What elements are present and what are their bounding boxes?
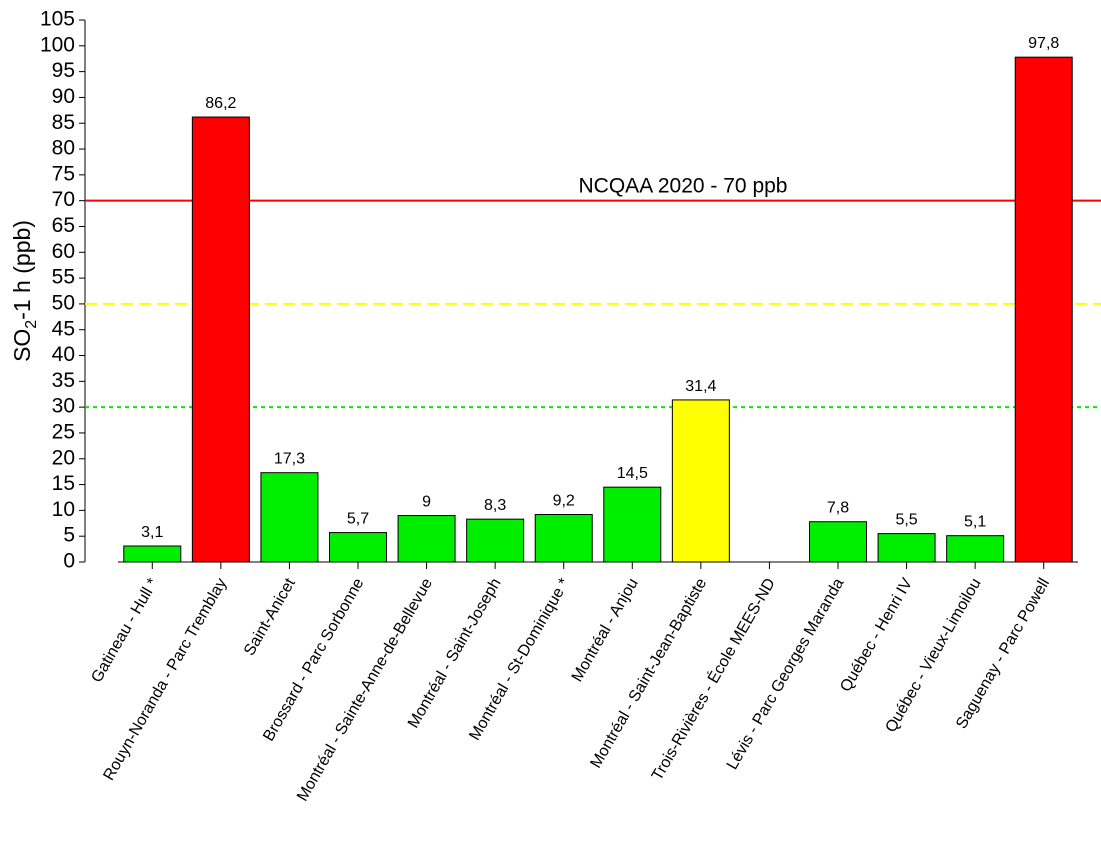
y-label-main: SO <box>9 329 35 362</box>
bar <box>397 515 456 563</box>
reference-label: NCQAA 2020 - 70 ppb <box>579 175 788 198</box>
y-tick-label: 75 <box>52 162 75 185</box>
value-label: 5,1 <box>964 514 986 531</box>
value-label: 31,4 <box>685 378 716 395</box>
bar <box>1014 56 1073 563</box>
bar <box>466 518 525 563</box>
y-tick-label: 25 <box>52 420 75 443</box>
y-tick-label: 5 <box>63 524 75 547</box>
value-label: 97,8 <box>1028 35 1059 52</box>
y-tick-label: 55 <box>52 266 75 289</box>
y-tick-label: 20 <box>52 446 75 469</box>
y-tick-label: 30 <box>52 395 75 418</box>
y-label-rest: -1 h (ppb) <box>9 220 35 320</box>
x-tick-label: Gatineau - Hull * <box>88 576 161 686</box>
x-tick-label: Rouyn-Noranda - Parc Tremblay <box>100 576 230 784</box>
x-tick-label: Saint-Anicet <box>241 575 299 659</box>
value-label: 7,8 <box>827 500 849 517</box>
y-tick-label: 105 <box>40 8 75 31</box>
y-tick-label: 90 <box>52 85 75 108</box>
y-tick-label: 10 <box>52 498 75 521</box>
value-label: 9,2 <box>553 493 575 510</box>
value-label: 3,1 <box>141 524 163 541</box>
bar <box>877 533 936 563</box>
value-label: 14,5 <box>617 465 648 482</box>
y-tick-label: 50 <box>52 291 75 314</box>
bar <box>329 532 387 563</box>
y-tick-label: 60 <box>52 240 75 263</box>
y-label-sub: 2 <box>23 320 40 329</box>
bar <box>603 486 662 563</box>
y-tick-label: 70 <box>52 188 75 211</box>
value-label: 86,2 <box>205 95 236 112</box>
bar <box>534 514 593 563</box>
bar <box>260 472 319 563</box>
bar <box>671 399 730 563</box>
y-tick-label: 0 <box>63 550 75 573</box>
bar <box>191 116 250 563</box>
x-tick-label: Montréal - Saint-Jean-Baptiste <box>588 575 711 771</box>
value-label: 5,7 <box>347 511 369 528</box>
value-label: 5,5 <box>895 512 917 529</box>
bar <box>946 535 1005 563</box>
y-tick-label: 45 <box>52 317 75 340</box>
x-tick-label: Montréal - Sainte-Anne-de-Bellevue <box>294 575 436 804</box>
value-label: 17,3 <box>274 451 305 468</box>
bar <box>123 545 182 563</box>
value-label: 9 <box>422 494 431 511</box>
y-tick-label: 85 <box>52 111 75 134</box>
y-tick-label: 15 <box>52 472 75 495</box>
y-tick-label: 95 <box>52 59 75 82</box>
y-tick-label: 35 <box>52 369 75 392</box>
y-tick-label: 65 <box>52 214 75 237</box>
y-tick-label: 100 <box>40 33 75 56</box>
value-label: 8,3 <box>484 497 506 514</box>
x-tick-label: Lévis - Parc Georges Maranda <box>724 575 848 772</box>
y-tick-label: 40 <box>52 343 75 366</box>
bar <box>809 521 867 563</box>
y-tick-label: 80 <box>52 137 75 160</box>
x-tick-label: Québec - Henri IV <box>837 575 916 695</box>
x-tick-label: Montréal - Anjou <box>569 576 642 685</box>
x-tick-label: Trois-Rivières - École MEES-ND <box>647 575 779 784</box>
y-axis-label: SO2-1 h (ppb) <box>9 220 40 362</box>
